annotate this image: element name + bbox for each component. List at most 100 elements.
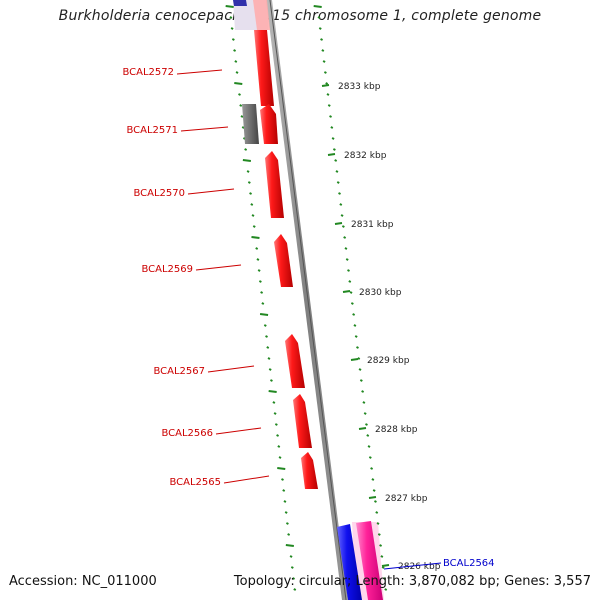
guide-dot (380, 555, 384, 558)
guide-dot (281, 478, 284, 481)
gene-label[interactable]: BCAL2569 (141, 264, 193, 275)
guide-dot (246, 170, 250, 173)
gene-label[interactable]: BCAL2570 (133, 188, 185, 199)
guide-dot (349, 291, 353, 294)
guide-dot (353, 324, 357, 327)
guide-dot (374, 500, 377, 503)
guide-dot (370, 467, 374, 470)
guide-dot (382, 577, 386, 580)
guide-dot (234, 60, 238, 63)
guide-dot (359, 379, 363, 382)
scale-tick-label: 2832 kbp (344, 151, 387, 161)
guide-dot (341, 225, 345, 228)
guide-dot (249, 192, 252, 195)
guide-dot (330, 126, 334, 129)
guide-dot (239, 104, 243, 107)
genome-backbone-edge (269, 0, 347, 600)
guide-dot (238, 93, 241, 96)
guide-dot (332, 148, 336, 151)
gene-label[interactable]: BCAL2572 (122, 67, 174, 78)
guide-dot (261, 302, 265, 305)
guide-dot (348, 280, 352, 283)
guide-dot (225, 5, 234, 8)
gene-callout-line (176, 69, 223, 75)
guide-dot (358, 368, 362, 371)
guide-dot (285, 522, 289, 525)
guide-dot (229, 16, 233, 19)
guide-dot (352, 313, 356, 316)
gene-arrow-bcal2572[interactable] (254, 30, 274, 106)
gene-label[interactable]: BCAL2565 (169, 477, 221, 488)
guide-dot (293, 588, 297, 591)
gene-arrow-bcal2571[interactable] (260, 104, 278, 144)
guide-dot (265, 335, 268, 338)
gene-arrow-bcal2565[interactable] (301, 452, 318, 489)
scale-tick-mark (321, 84, 330, 87)
guide-dot (289, 555, 293, 558)
guide-dot (260, 291, 264, 294)
guide-dots (225, 5, 388, 591)
guide-dot (244, 148, 248, 151)
guide-dot (274, 423, 278, 426)
guide-dot (283, 500, 287, 503)
guide-dot (321, 49, 325, 52)
scale-tick-label: 2827 kbp (385, 494, 428, 504)
scale-tick-label: 2833 kbp (338, 82, 381, 92)
guide-dot (276, 434, 280, 437)
gene-label[interactable]: BCAL2567 (153, 366, 205, 377)
gene-arrow-bcal2571-pseudo[interactable] (242, 104, 259, 144)
guide-dot (233, 49, 237, 52)
gene-arrow-bcal2567[interactable] (285, 334, 305, 388)
gene-label[interactable]: BCAL2564 (443, 558, 495, 569)
guide-dot (282, 489, 286, 492)
guide-dot (252, 225, 256, 228)
gene-arrow-bcal2570[interactable] (265, 151, 284, 218)
guide-dot (363, 412, 367, 415)
gene-arrow-bcal2569[interactable] (274, 234, 293, 287)
guide-dot (272, 401, 276, 404)
scale-tick-mark (350, 358, 359, 361)
guide-dot (285, 544, 294, 547)
guide-dot (267, 357, 271, 360)
guide-dot (325, 82, 329, 85)
guide-dot (350, 302, 354, 305)
guide-dot (339, 203, 343, 206)
gene-callout-line (187, 188, 235, 195)
genome-backbone (266, 0, 348, 600)
gene-callout-line (180, 126, 229, 132)
guide-dot (361, 390, 365, 393)
scale-tick-mark (381, 564, 390, 567)
scale-tick-label: 2830 kbp (359, 288, 402, 298)
scale-tick-label: 2831 kbp (351, 220, 394, 230)
guide-dot (234, 82, 243, 85)
gene-arrow-top-partial-blue[interactable] (233, 0, 247, 6)
guide-dot (357, 357, 361, 360)
guide-dot (347, 269, 350, 272)
guide-dot (335, 170, 339, 173)
guide-dot (338, 192, 341, 195)
guide-dot (230, 27, 234, 30)
guide-dot (331, 137, 335, 140)
gene-arrow-bcal2564-blue[interactable] (337, 524, 362, 600)
guide-dot (255, 247, 259, 250)
gene-label[interactable]: BCAL2571 (126, 125, 178, 136)
scale-tick-mark (327, 153, 336, 156)
gene-label[interactable]: BCAL2566 (161, 428, 213, 439)
gene-arrow-rna-pink[interactable] (356, 521, 383, 600)
guide-dot (250, 203, 254, 206)
gene-track (233, 0, 383, 600)
guide-dot (266, 346, 270, 349)
guide-dot (354, 335, 358, 338)
guide-dot (366, 434, 370, 437)
gene-arrow-top-partial[interactable] (253, 0, 270, 30)
gene-callout-line (223, 475, 270, 484)
guide-dot (259, 313, 269, 316)
gene-callout-line (195, 264, 242, 271)
guide-dot (258, 280, 262, 283)
guide-dot (329, 115, 332, 118)
guide-dot (365, 423, 368, 426)
scale-ticks: 2833 kbp 2832 kbp 2831 kbp 2830 kbp 2829 kbp… (321, 82, 441, 572)
guide-dot (379, 544, 383, 547)
guide-dot (376, 522, 380, 525)
gene-arrow-bcal2566[interactable] (293, 394, 312, 448)
